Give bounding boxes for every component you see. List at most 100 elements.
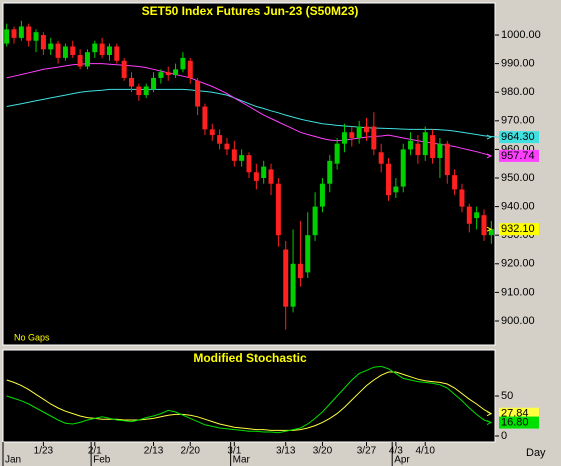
last-arrow bbox=[486, 153, 493, 159]
candle-body bbox=[239, 155, 245, 161]
last-value-box bbox=[499, 416, 539, 429]
candle-body bbox=[444, 143, 450, 176]
candle-body bbox=[283, 249, 289, 307]
candle-body bbox=[437, 143, 443, 158]
chart-title: SET50 Index Futures Jun-23 (S50M23) bbox=[142, 4, 359, 18]
candle-body bbox=[422, 132, 428, 156]
candle-body bbox=[106, 46, 112, 56]
last-value-box bbox=[499, 149, 539, 162]
x-tick-label: 4/3 bbox=[389, 446, 403, 457]
x-tick-label: 4/10 bbox=[416, 446, 436, 457]
candle-body bbox=[452, 175, 458, 190]
month-label: Jan bbox=[5, 455, 21, 466]
candle-body bbox=[319, 183, 325, 207]
annotation: No Gaps bbox=[14, 332, 50, 342]
y-tick-label: 910.00 bbox=[501, 286, 535, 298]
y-tick-label: 980.00 bbox=[501, 86, 535, 98]
candle-body bbox=[430, 135, 436, 158]
last-value-box bbox=[499, 131, 539, 144]
candle-body bbox=[33, 32, 39, 41]
last-value-label: 957.74 bbox=[501, 150, 535, 162]
candle-body bbox=[371, 126, 377, 150]
candle-body bbox=[466, 206, 472, 224]
last-value-label: 16.80 bbox=[501, 416, 529, 428]
y-tick-label: 1000.00 bbox=[501, 29, 541, 41]
x-tick-label: 3/27 bbox=[357, 446, 377, 457]
candle-body bbox=[481, 215, 487, 236]
indicator-title: Modified Stochastic bbox=[193, 351, 307, 365]
last-value-label: 964.30 bbox=[501, 131, 535, 143]
candle-body bbox=[26, 26, 32, 41]
candle-body bbox=[55, 43, 61, 58]
month-label: Mar bbox=[233, 455, 251, 466]
candle-body bbox=[224, 143, 230, 150]
x-unit: Day bbox=[526, 447, 546, 459]
candle-body bbox=[4, 29, 10, 44]
y-tick-label: 50 bbox=[501, 390, 513, 402]
candle-body bbox=[129, 77, 135, 87]
candle-body bbox=[268, 169, 274, 184]
candle-body bbox=[173, 69, 179, 76]
candle-body bbox=[253, 172, 259, 181]
candle-body bbox=[114, 46, 120, 61]
candle-body bbox=[312, 206, 318, 236]
candle-body bbox=[187, 60, 193, 78]
candle-body bbox=[290, 263, 296, 307]
last-arrow bbox=[486, 226, 493, 232]
y-tick-label: 940.00 bbox=[501, 201, 535, 213]
candle-body bbox=[378, 152, 384, 164]
candle-body bbox=[151, 77, 157, 90]
candle-body bbox=[99, 43, 105, 56]
candle-body bbox=[305, 235, 311, 273]
candle-body bbox=[70, 46, 76, 56]
line bbox=[6, 365, 492, 434]
candle-body bbox=[84, 52, 90, 67]
last-arrow bbox=[486, 411, 493, 417]
candle-body bbox=[488, 229, 494, 236]
last-value-box bbox=[499, 223, 539, 236]
candle-body bbox=[459, 189, 465, 207]
y-tick-label: 990.00 bbox=[501, 58, 535, 70]
candle-body bbox=[92, 43, 98, 53]
candle-body bbox=[121, 60, 127, 78]
candle-body bbox=[62, 46, 68, 58]
candle-body bbox=[363, 126, 369, 133]
candle-body bbox=[415, 143, 421, 156]
y-tick-label: 920.00 bbox=[501, 258, 535, 270]
candle-body bbox=[217, 135, 223, 144]
indicator-panel bbox=[2, 349, 496, 443]
candle-body bbox=[209, 129, 215, 136]
last-value-label: 932.10 bbox=[501, 223, 535, 235]
candle-body bbox=[40, 35, 46, 50]
y-tick-label: 950.00 bbox=[501, 172, 535, 184]
x-tick-label: 1/23 bbox=[34, 446, 54, 457]
candle-body bbox=[261, 166, 267, 179]
candle-body bbox=[158, 72, 164, 78]
candle-body bbox=[246, 155, 252, 173]
candle-body bbox=[400, 149, 406, 187]
candle-body bbox=[180, 57, 186, 70]
candle-body bbox=[136, 86, 142, 96]
candle-body bbox=[195, 80, 201, 107]
candle-body bbox=[386, 163, 392, 196]
x-tick-label: 2/13 bbox=[144, 446, 164, 457]
candle-body bbox=[474, 212, 480, 219]
y-tick-label: 0 bbox=[501, 430, 507, 442]
candle-body bbox=[356, 126, 362, 138]
month-label: Apr bbox=[394, 455, 410, 466]
candle-body bbox=[334, 143, 340, 164]
candle-body bbox=[327, 160, 333, 184]
x-tick-label: 3/13 bbox=[276, 446, 296, 457]
candle-body bbox=[231, 149, 237, 161]
candle-body bbox=[143, 86, 149, 96]
candle-body bbox=[275, 183, 281, 236]
candle-body bbox=[393, 186, 399, 193]
x-tick-label: 2/20 bbox=[181, 446, 201, 457]
candle-body bbox=[18, 26, 24, 38]
candle-body bbox=[48, 43, 54, 50]
candle-body bbox=[11, 29, 17, 38]
x-tick-label: 2/1 bbox=[88, 446, 102, 457]
last-arrow bbox=[486, 134, 493, 140]
line bbox=[6, 371, 492, 431]
candle-body bbox=[341, 132, 347, 144]
